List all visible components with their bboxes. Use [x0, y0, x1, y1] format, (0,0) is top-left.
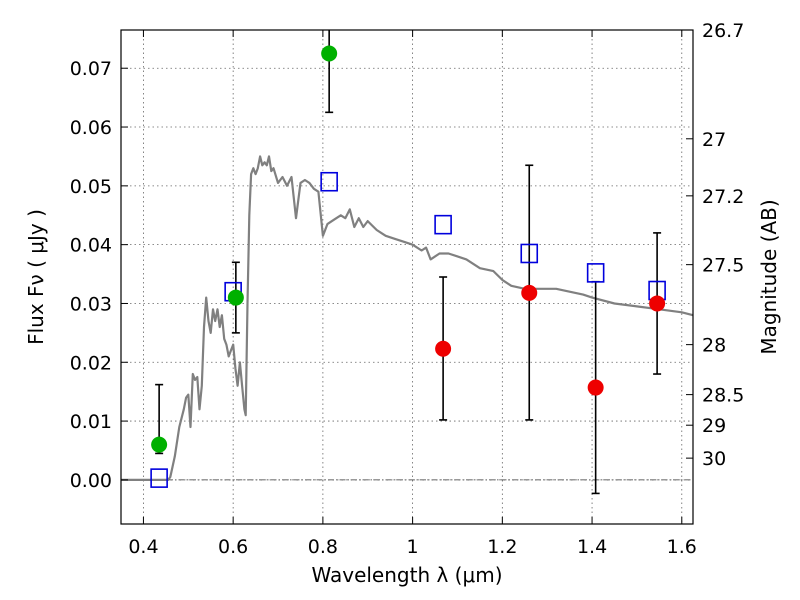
magnitude-tick-label: 27.2	[702, 186, 744, 208]
x-tick-label: 1.4	[577, 536, 607, 558]
magnitude-tick-label: 28	[702, 335, 726, 357]
x-tick-label: 1	[407, 536, 419, 558]
y-tick-label: 0.00	[70, 470, 112, 492]
right-axis-title: Magnitude (AB)	[757, 199, 781, 354]
detection-point	[321, 45, 338, 62]
grid-layer	[121, 30, 693, 524]
magnitude-tick-label: 29	[702, 415, 726, 437]
x-tick-label: 0.4	[128, 536, 158, 558]
magnitude-tick-label: 30	[702, 448, 726, 470]
x-tick-label: 0.8	[308, 536, 338, 558]
point-layer	[151, 45, 666, 453]
template-spectrum-line	[121, 155, 694, 481]
y-tick-label: 0.06	[70, 117, 112, 139]
model-point	[434, 214, 452, 235]
model-point	[520, 243, 539, 264]
detection-point	[151, 436, 168, 453]
y-tick-label: 0.05	[70, 176, 112, 198]
detection-point	[227, 289, 244, 306]
magnitude-tick-label: 27.5	[702, 255, 744, 277]
tick-label-layer: 0.4 0.6 0.8 1 1.2 1.4 1.6 0.00 0.01 0.02 0.03 0.04 0…	[70, 20, 745, 558]
upper-limit-point	[587, 379, 604, 396]
tick-layer	[121, 29, 693, 524]
x-tick-label: 0.6	[218, 536, 248, 558]
plot-frame	[120, 29, 694, 525]
y-tick-label: 0.03	[70, 293, 112, 315]
magnitude-tick-label: 28.5	[702, 385, 744, 407]
x-axis-title: Wavelength λ (μm)	[311, 563, 502, 587]
magnitude-tick-label: 26.7	[702, 20, 744, 42]
upper-limit-point	[649, 295, 666, 312]
errorbar-layer	[155, 30, 662, 495]
template-layer	[121, 155, 694, 481]
y-tick-label: 0.04	[70, 235, 112, 257]
x-tick-label: 1.2	[487, 536, 517, 558]
model-layer	[150, 171, 666, 488]
model-point	[586, 263, 605, 283]
y-axis-title: Flux Fν ( μJy )	[24, 209, 48, 345]
y-tick-label: 0.07	[70, 58, 112, 80]
y-tick-label: 0.02	[70, 352, 112, 374]
x-tick-label: 1.6	[667, 536, 697, 558]
y-tick-label: 0.01	[70, 411, 112, 433]
upper-limit-point	[435, 340, 452, 357]
magnitude-tick-label: 27	[702, 129, 726, 151]
model-point	[320, 171, 338, 192]
model-point	[150, 468, 168, 488]
upper-limit-point	[521, 284, 538, 301]
